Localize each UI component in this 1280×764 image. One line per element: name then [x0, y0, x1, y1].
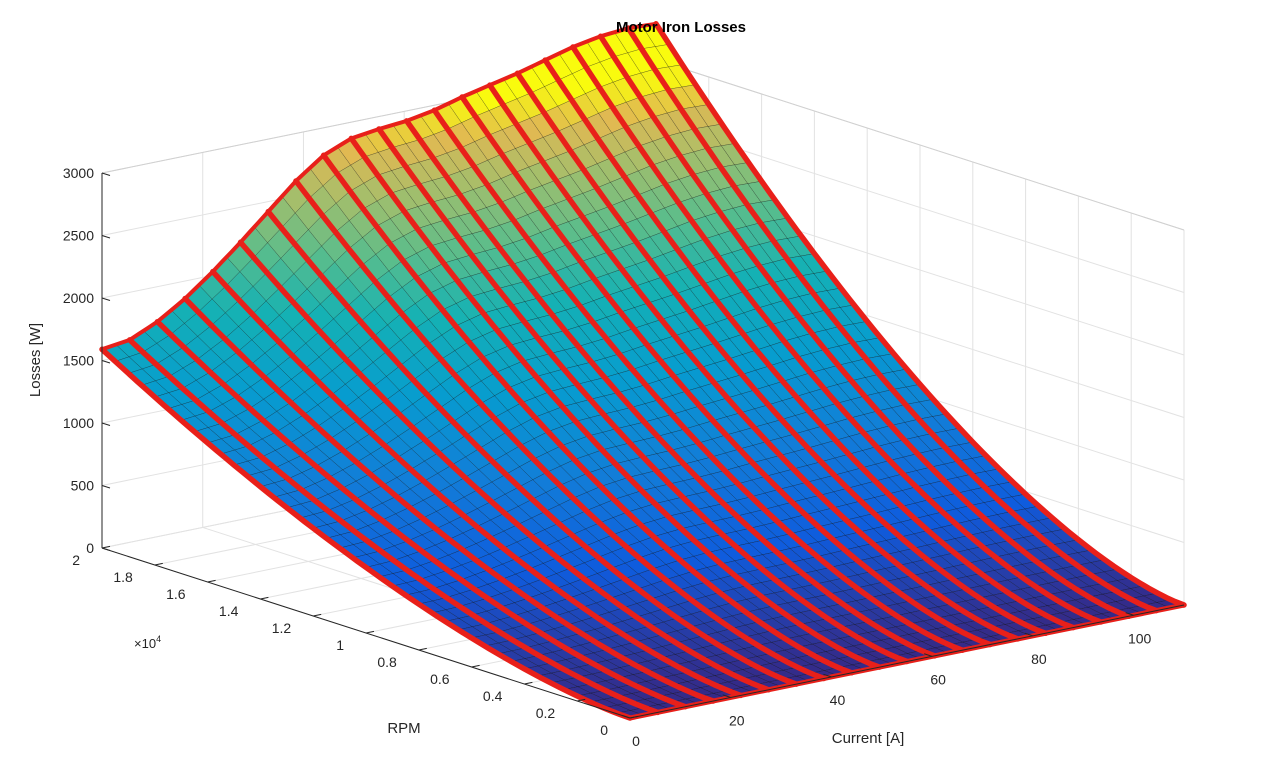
loss-curve-8 — [320, 152, 855, 676]
loss-curve-19 — [625, 25, 1160, 614]
y-tick-label: 1.2 — [272, 620, 292, 636]
loss-curve-6 — [265, 208, 799, 687]
loss-curve-5 — [237, 239, 772, 693]
y-tick — [101, 545, 111, 549]
z-tick-label: 1500 — [63, 353, 94, 369]
y-tick — [207, 579, 216, 583]
loss-curve-0 — [99, 346, 633, 721]
z-tick-label: 2500 — [63, 228, 94, 244]
x-tick-label: 0 — [632, 733, 640, 749]
y-tick — [524, 681, 533, 685]
side-wall-grid-line — [655, 122, 1185, 293]
x-axis-label: Current [A] — [832, 730, 905, 747]
z-tick — [101, 422, 111, 426]
z-tick-label: 3000 — [63, 165, 94, 181]
z-tick-label: 2000 — [63, 290, 94, 306]
y-tick-label: 0 — [600, 722, 608, 738]
axes: 05001000150020002500300000.20.40.60.811.… — [63, 165, 1185, 749]
y-tick — [154, 562, 163, 566]
x-tick-label: 60 — [930, 671, 946, 687]
loss-curve-9 — [348, 135, 883, 670]
loss-curve-2 — [154, 318, 689, 710]
y-tick-label: 0.4 — [483, 688, 503, 704]
z-tick — [101, 485, 111, 489]
x-tick-label: 40 — [830, 692, 846, 708]
loss-curve-17 — [570, 44, 1104, 625]
x-tick-label: 20 — [729, 712, 745, 728]
z-tick-label: 0 — [86, 540, 94, 556]
top-edge-curve — [101, 21, 657, 352]
y-tick-label: 1.4 — [219, 603, 239, 619]
loss-curve-4 — [210, 268, 744, 699]
y-tick — [418, 647, 427, 651]
y-multiplier-exponent: 4 — [156, 634, 161, 644]
z-tick-label: 1000 — [63, 415, 94, 431]
highlight-curves — [99, 21, 1187, 721]
loss-curve-20 — [653, 21, 1187, 608]
y-tick — [471, 664, 480, 668]
x-tick — [722, 694, 731, 698]
y-multiplier-base: ×10 — [134, 636, 156, 651]
box-edge — [655, 59, 1185, 231]
surface — [101, 23, 1185, 719]
z-tick — [101, 172, 111, 176]
x-axis-line — [629, 604, 1185, 719]
loss-curve-7 — [293, 178, 827, 682]
y-tick-label: 0.8 — [377, 654, 397, 670]
z-tick — [101, 547, 111, 551]
loss-curve-14 — [487, 82, 1021, 642]
y-tick — [365, 630, 375, 634]
loss-curve-15 — [514, 70, 1049, 637]
y-tick-label: 0.2 — [536, 705, 556, 721]
loss-curve-18 — [597, 33, 1132, 620]
y-axis-multiplier: ×104 — [134, 634, 161, 651]
x-tick — [1024, 632, 1034, 637]
y-tick-label: 2 — [72, 552, 80, 568]
z-axis-label: Losses [W] — [27, 323, 44, 397]
loss-curve-12 — [431, 107, 966, 653]
z-tick — [101, 235, 111, 239]
y-tick-label: 1.8 — [113, 569, 133, 585]
x-tick — [924, 653, 933, 657]
loss-curve-11 — [403, 118, 938, 659]
chart-title: Motor Iron Losses — [616, 19, 746, 36]
x-tick-label: 80 — [1031, 651, 1047, 667]
y-tick — [313, 613, 322, 617]
x-tick — [1125, 612, 1134, 616]
y-tick-label: 0.6 — [430, 671, 450, 687]
z-tick — [101, 297, 111, 301]
y-tick-label: 1.6 — [166, 586, 186, 602]
y-tick — [577, 698, 586, 702]
z-tick-label: 500 — [71, 478, 95, 494]
x-tick — [823, 673, 832, 678]
y-tick — [260, 596, 269, 600]
y-tick — [629, 715, 639, 719]
x-tick — [621, 714, 631, 719]
y-tick-label: 1 — [336, 637, 344, 653]
loss-curve-1 — [126, 337, 661, 716]
y-axis-label: RPM — [387, 720, 420, 737]
z-tick — [101, 360, 111, 364]
loss-curve-3 — [182, 295, 716, 704]
loss-curve-16 — [542, 57, 1076, 631]
loss-curve-13 — [459, 94, 993, 648]
x-tick-label: 100 — [1128, 630, 1152, 646]
loss-curve-10 — [376, 126, 910, 665]
